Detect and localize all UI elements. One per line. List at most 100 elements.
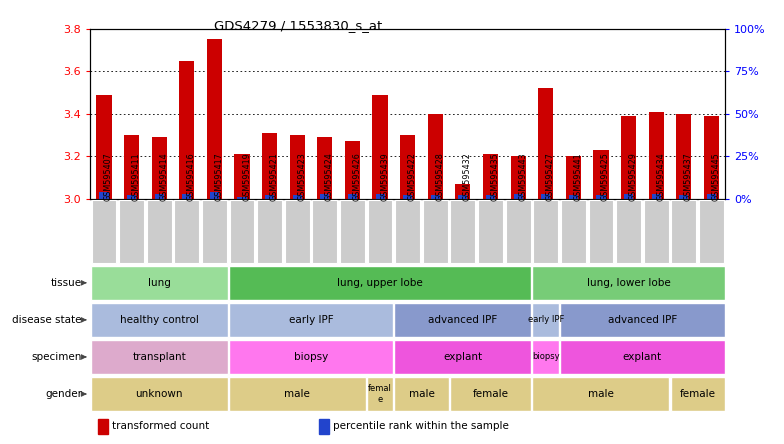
Bar (403, 195, 412, 199)
FancyBboxPatch shape (119, 200, 144, 263)
Text: GSM595443: GSM595443 (518, 152, 527, 201)
Text: GSM595429: GSM595429 (629, 152, 637, 201)
Text: GSM595432: GSM595432 (463, 152, 472, 201)
Text: GSM595423: GSM595423 (297, 152, 307, 201)
Bar (100, 192, 108, 199)
Bar (430, 195, 440, 199)
Bar (376, 194, 385, 199)
Text: early IPF: early IPF (289, 315, 333, 325)
Bar (486, 195, 495, 199)
Text: GSM595441: GSM595441 (573, 152, 583, 201)
Text: GSM595435: GSM595435 (491, 152, 499, 201)
Text: disease state: disease state (13, 315, 82, 325)
Bar (652, 194, 661, 199)
Text: early IPF: early IPF (528, 315, 564, 325)
Text: healthy control: healthy control (120, 315, 198, 325)
Text: GDS4279 / 1553830_s_at: GDS4279 / 1553830_s_at (214, 19, 382, 32)
Bar (348, 194, 357, 199)
FancyBboxPatch shape (285, 200, 310, 263)
Bar (372, 95, 387, 199)
Text: GSM595417: GSM595417 (214, 152, 223, 201)
FancyBboxPatch shape (589, 200, 613, 263)
FancyBboxPatch shape (312, 200, 337, 263)
Bar (483, 154, 498, 199)
FancyBboxPatch shape (91, 303, 227, 337)
FancyBboxPatch shape (506, 200, 531, 263)
FancyBboxPatch shape (532, 340, 559, 374)
Bar (514, 194, 523, 199)
Bar (127, 195, 136, 199)
FancyBboxPatch shape (92, 200, 116, 263)
FancyBboxPatch shape (147, 200, 172, 263)
Bar (180, 61, 194, 199)
Bar (99, 419, 108, 434)
Bar (238, 197, 247, 199)
Text: GSM595434: GSM595434 (656, 152, 665, 201)
Bar (566, 156, 581, 199)
FancyBboxPatch shape (257, 200, 282, 263)
Text: GSM595437: GSM595437 (684, 152, 693, 201)
FancyBboxPatch shape (671, 200, 696, 263)
Text: specimen: specimen (31, 352, 82, 362)
FancyBboxPatch shape (91, 377, 227, 411)
FancyBboxPatch shape (367, 377, 394, 411)
Text: lung: lung (147, 278, 171, 288)
Bar (154, 194, 164, 199)
Text: transformed count: transformed count (112, 421, 209, 431)
FancyBboxPatch shape (91, 266, 227, 300)
FancyBboxPatch shape (368, 200, 393, 263)
Bar (318, 137, 332, 199)
Bar (704, 116, 719, 199)
Bar (621, 116, 636, 199)
Text: GSM595416: GSM595416 (187, 152, 196, 201)
Bar (538, 88, 554, 199)
Text: GSM595424: GSM595424 (325, 152, 334, 201)
FancyBboxPatch shape (395, 200, 420, 263)
Bar (624, 194, 633, 199)
Text: advanced IPF: advanced IPF (608, 315, 677, 325)
Bar (210, 192, 219, 199)
FancyBboxPatch shape (394, 377, 448, 411)
FancyBboxPatch shape (532, 303, 559, 337)
Text: advanced IPF: advanced IPF (428, 315, 498, 325)
Text: transplant: transplant (132, 352, 186, 362)
FancyBboxPatch shape (229, 340, 394, 374)
FancyBboxPatch shape (532, 266, 724, 300)
FancyBboxPatch shape (423, 200, 448, 263)
Bar (292, 195, 302, 199)
FancyBboxPatch shape (340, 200, 365, 263)
Bar (345, 141, 360, 199)
FancyBboxPatch shape (561, 200, 586, 263)
FancyBboxPatch shape (229, 303, 394, 337)
Bar (262, 133, 278, 199)
Text: GSM595439: GSM595439 (380, 152, 389, 201)
FancyBboxPatch shape (670, 377, 724, 411)
Text: female: female (473, 389, 509, 399)
Bar (265, 195, 274, 199)
Text: GSM595445: GSM595445 (711, 152, 720, 201)
FancyBboxPatch shape (616, 200, 641, 263)
Text: male: male (408, 389, 434, 399)
Bar (124, 135, 140, 199)
FancyBboxPatch shape (533, 200, 558, 263)
Text: explant: explant (443, 352, 482, 362)
FancyBboxPatch shape (230, 200, 255, 263)
Bar (456, 184, 470, 199)
Text: lung, upper lobe: lung, upper lobe (337, 278, 423, 288)
Text: GSM595422: GSM595422 (408, 152, 416, 201)
Text: biopsy: biopsy (532, 353, 560, 361)
Bar (400, 135, 416, 199)
Bar (459, 195, 467, 199)
Bar (593, 150, 608, 199)
Bar (151, 137, 167, 199)
Bar (568, 195, 578, 199)
Text: GSM595414: GSM595414 (159, 152, 169, 201)
Bar (289, 135, 305, 199)
FancyBboxPatch shape (394, 303, 532, 337)
Bar (96, 95, 111, 199)
Bar (510, 156, 526, 199)
Text: biopsy: biopsy (294, 352, 328, 362)
Bar (707, 194, 716, 199)
Text: GSM595419: GSM595419 (242, 152, 251, 201)
FancyBboxPatch shape (202, 200, 227, 263)
